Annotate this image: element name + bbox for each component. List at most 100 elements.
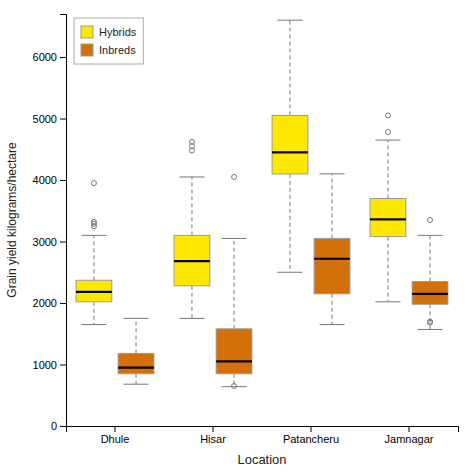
box [412, 281, 448, 304]
median [174, 260, 210, 262]
whisker-cap [320, 324, 345, 325]
box-group [314, 174, 350, 325]
whisker [234, 374, 235, 387]
y-axis: 0 1000 2000 3000 4000 5000 6000 [33, 15, 67, 433]
whisker-cap [222, 238, 247, 239]
x-axis-title: Location [237, 452, 286, 467]
box-group [272, 20, 308, 272]
y-tick: 4000 [33, 174, 66, 186]
box [272, 115, 308, 173]
flier [232, 174, 237, 179]
y-tick-label: 0 [51, 420, 57, 432]
y-tick: 0 [51, 420, 66, 432]
marks [76, 20, 448, 388]
flier [189, 139, 194, 144]
y-axis-line [60, 15, 67, 427]
x-tick-label: Jamnagar [385, 433, 434, 445]
flier [232, 384, 237, 389]
x-axis: Dhule Hisar Patancheru Jamnagar [67, 426, 459, 445]
plot: 0 1000 2000 3000 4000 5000 6000 Dhule Hisar Patan… [33, 15, 459, 445]
median [370, 218, 406, 220]
box-group [370, 113, 406, 302]
x-tick-label: Hisar [200, 433, 226, 445]
whisker [93, 302, 94, 325]
x-tick-mark [213, 426, 214, 432]
whisker-cap [124, 318, 149, 319]
y-tick-mark [60, 57, 66, 58]
whisker [289, 20, 290, 115]
box [118, 353, 154, 373]
flier [385, 130, 390, 135]
y-tick-label: 2000 [33, 297, 57, 309]
box-group [76, 181, 112, 325]
whisker-cap [418, 235, 443, 236]
whisker-cap [320, 173, 345, 174]
series [118, 174, 448, 389]
x-tick: Dhule [101, 426, 130, 445]
whisker-cap [277, 272, 302, 273]
box-group [174, 139, 210, 318]
whisker [191, 286, 192, 319]
median [216, 360, 252, 362]
flier [428, 218, 433, 223]
legend-label: Hybrids [99, 26, 137, 38]
box [314, 238, 350, 293]
whisker [136, 374, 137, 384]
y-tick-mark [60, 180, 66, 181]
y-tick-mark [60, 426, 66, 427]
y-tick-mark [60, 242, 66, 243]
y-tick-label: 5000 [33, 113, 57, 125]
x-tick: Hisar [200, 426, 226, 445]
whisker-cap [179, 176, 204, 177]
box [76, 280, 112, 302]
box-group [118, 318, 154, 384]
whisker-cap [418, 329, 443, 330]
whisker [387, 140, 388, 198]
y-tick-label: 1000 [33, 359, 57, 371]
x-axis-line [67, 427, 459, 433]
x-tick: Jamnagar [385, 426, 434, 445]
y-tick-mark [60, 303, 66, 304]
whisker [191, 177, 192, 235]
y-tick: 6000 [33, 51, 66, 63]
whisker-cap [375, 301, 400, 302]
whisker [332, 174, 333, 239]
whisker-cap [124, 384, 149, 385]
y-tick: 1000 [33, 359, 66, 371]
y-tick: 3000 [33, 236, 66, 248]
x-tick-mark [409, 426, 410, 432]
median [314, 258, 350, 260]
box [174, 235, 210, 285]
whisker [93, 235, 94, 280]
flier [91, 219, 96, 224]
legend-frame [74, 18, 143, 64]
median [76, 291, 112, 293]
box [370, 198, 406, 236]
legend-item: Hybrids [81, 26, 137, 38]
x-tick-mark [115, 426, 116, 432]
chart: 0 1000 2000 3000 4000 5000 6000 Dhule Hisar Patan… [0, 0, 474, 476]
whisker [136, 318, 137, 353]
legend-swatch [81, 26, 93, 38]
box-group [216, 174, 252, 388]
box [216, 329, 252, 374]
median [118, 366, 154, 368]
legend-item: Inbreds [81, 44, 136, 56]
box-group [412, 218, 448, 330]
legend: Hybrids Inbreds [74, 18, 143, 64]
whisker [234, 238, 235, 328]
whisker-cap [277, 20, 302, 21]
x-tick-label: Patancheru [283, 433, 339, 445]
series [76, 20, 406, 324]
flier [91, 181, 96, 186]
legend-swatch [81, 44, 93, 56]
y-tick-label: 6000 [33, 51, 57, 63]
y-axis-title: Grain yield kilograms/hectare [5, 142, 19, 298]
y-tick-label: 4000 [33, 174, 57, 186]
legend-label: Inbreds [99, 44, 136, 56]
whisker [289, 174, 290, 272]
y-tick: 2000 [33, 297, 66, 309]
whisker-cap [81, 235, 106, 236]
whisker [430, 235, 431, 281]
whisker-cap [81, 324, 106, 325]
